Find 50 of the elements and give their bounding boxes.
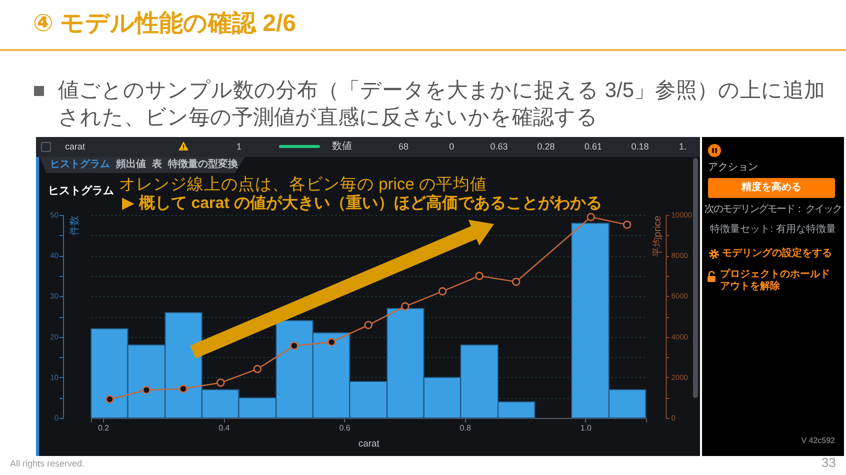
point — [400, 302, 410, 311]
text: モデリングの設定をする — [722, 248, 832, 260]
text: 0.63 — [490, 141, 508, 153]
point — [216, 378, 225, 387]
point — [253, 364, 262, 374]
text: 68 — [398, 141, 409, 153]
text: 0 — [449, 141, 454, 153]
point — [438, 287, 447, 296]
x-tick-label: 0.4 — [218, 424, 230, 432]
chart-title: ④ モデル性能の確認 2/6 — [33, 9, 296, 39]
button: 精度を高める — [708, 178, 835, 198]
y-axis-title: 件数 — [70, 216, 80, 236]
text: 0.28 — [537, 141, 555, 153]
text: 表 — [152, 158, 162, 172]
text: 次のモデリングモード： クイック — [704, 204, 842, 216]
point — [364, 320, 373, 330]
x-tick-label: 0.6 — [339, 424, 351, 432]
point — [475, 272, 484, 280]
text: 1 — [236, 141, 242, 153]
text: 数値 — [332, 140, 352, 154]
point — [142, 386, 151, 394]
point — [106, 395, 114, 404]
text: carat — [65, 141, 86, 153]
x-tick-label: 0.2 — [98, 424, 110, 432]
text: ヒストグラム — [50, 158, 110, 172]
text: プロジェクトのホールドアウトを解除 — [720, 269, 831, 293]
text: 0.18 — [631, 141, 649, 153]
text: ヒストグラム — [48, 185, 114, 199]
text: 特徴量セット: 有用な特徴量 — [710, 224, 836, 236]
x-axis-title: carat — [358, 438, 380, 450]
text: 33 — [822, 454, 836, 472]
point — [179, 384, 188, 393]
x-tick-label: 1.0 — [580, 424, 592, 432]
text: 1. — [679, 141, 687, 153]
text: 特徴量の型変換 — [168, 158, 238, 172]
y2-axis-title: 平均price — [651, 215, 664, 258]
point — [586, 212, 596, 222]
text: ▶ 概して carat の値が大きい（重い）ほど高価であることがわかる — [122, 194, 602, 214]
x-tick-label: 0.8 — [460, 424, 472, 432]
text: オレンジ線上の点は、各ビン毎の price の平均値 — [119, 174, 487, 194]
text: アクション — [708, 162, 758, 174]
text: 頻出値 — [116, 158, 146, 172]
point — [290, 342, 298, 350]
chart-subtitle: 値ごとのサンプル数の分布（「データを大まかに捉える 3/5」参照）の上に追加された、ビン毎の予測値が直感に反さないかを確認する — [58, 78, 826, 131]
text: 0.61 — [584, 141, 602, 153]
text: All rights reserved. — [10, 458, 85, 470]
text: V 42c592 — [801, 436, 835, 446]
point — [622, 220, 632, 229]
point — [327, 338, 336, 346]
point — [512, 278, 520, 286]
